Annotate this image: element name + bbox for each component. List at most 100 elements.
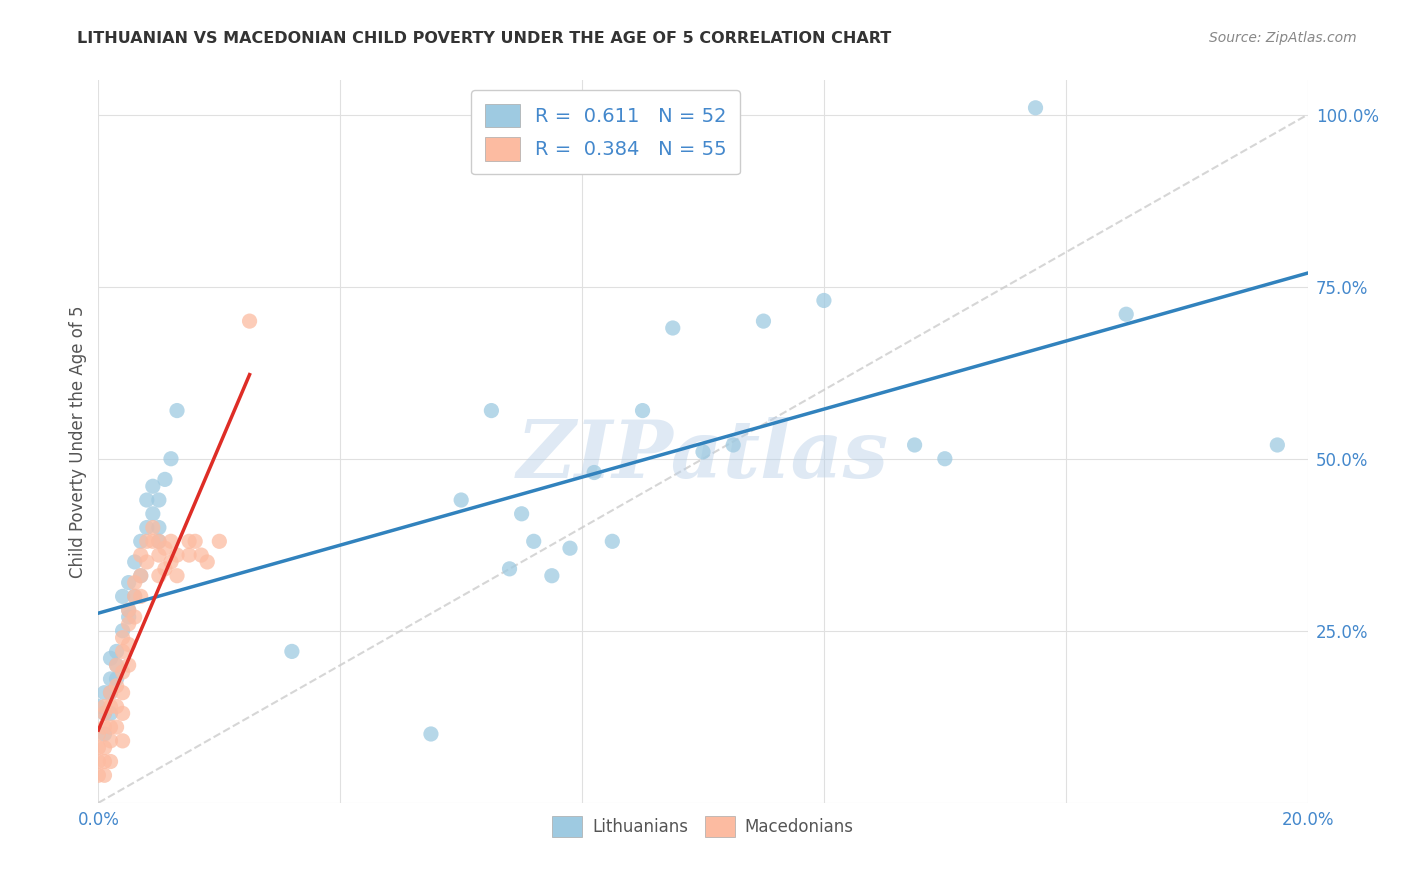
Point (179, 548, 201, 562)
Point (160, 534, 183, 549)
Point (752, 314, 775, 328)
Point (281, 644, 304, 658)
Point (195, 555, 218, 569)
Point (129, 548, 152, 562)
Text: Source: ZipAtlas.com: Source: ZipAtlas.com (1209, 31, 1357, 45)
Point (1115, 307, 1137, 321)
Point (190, 548, 212, 562)
Point (160, 451, 183, 466)
Point (129, 534, 152, 549)
Point (166, 403, 188, 417)
Point (111, 734, 134, 748)
Point (105, 644, 128, 658)
Point (934, 451, 956, 466)
Point (420, 727, 443, 741)
Point (1267, 438, 1289, 452)
Point (142, 520, 165, 534)
Point (540, 568, 562, 582)
Point (100, 755, 122, 769)
Point (100, 672, 122, 686)
Point (142, 479, 165, 493)
Point (148, 568, 170, 582)
Point (105, 658, 128, 673)
Point (105, 699, 128, 714)
Legend: Lithuanians, Macedonians: Lithuanians, Macedonians (544, 808, 862, 845)
Point (135, 520, 157, 534)
Point (142, 534, 165, 549)
Text: LITHUANIAN VS MACEDONIAN CHILD POVERTY UNDER THE AGE OF 5 CORRELATION CHART: LITHUANIAN VS MACEDONIAN CHILD POVERTY U… (77, 31, 891, 46)
Point (100, 706, 122, 721)
Point (208, 534, 231, 549)
Point (450, 493, 472, 508)
Point (166, 568, 188, 582)
Point (87, 727, 110, 741)
Point (124, 610, 146, 624)
Point (602, 534, 624, 549)
Point (148, 548, 170, 562)
Point (93, 727, 115, 741)
Point (148, 534, 170, 549)
Point (100, 734, 122, 748)
Point (100, 686, 122, 700)
Point (583, 466, 606, 480)
Point (93, 755, 115, 769)
Point (166, 548, 188, 562)
Point (523, 534, 546, 549)
Point (93, 706, 115, 721)
Point (118, 575, 141, 590)
Point (135, 534, 157, 549)
Point (124, 590, 146, 604)
Point (481, 403, 503, 417)
Point (118, 658, 141, 673)
Point (100, 651, 122, 665)
Y-axis label: Child Poverty Under the Age of 5: Child Poverty Under the Age of 5 (69, 305, 87, 578)
Point (87, 740, 110, 755)
Point (93, 699, 115, 714)
Point (184, 534, 207, 549)
Point (148, 520, 170, 534)
Point (100, 686, 122, 700)
Point (129, 590, 152, 604)
Point (93, 740, 115, 755)
Point (129, 568, 152, 582)
Point (124, 590, 146, 604)
Point (111, 644, 134, 658)
Point (558, 541, 581, 556)
Point (179, 534, 201, 549)
Point (105, 658, 128, 673)
Point (105, 679, 128, 693)
Point (118, 603, 141, 617)
Point (87, 755, 110, 769)
Point (135, 493, 157, 508)
Point (111, 590, 134, 604)
Point (904, 438, 927, 452)
Point (135, 555, 157, 569)
Point (111, 631, 134, 645)
Point (631, 403, 654, 417)
Point (129, 568, 152, 582)
Point (111, 665, 134, 679)
Point (111, 624, 134, 638)
Point (87, 699, 110, 714)
Point (692, 445, 714, 459)
Point (661, 321, 683, 335)
Point (87, 768, 110, 782)
Point (93, 706, 115, 721)
Point (142, 507, 165, 521)
Point (148, 534, 170, 549)
Point (153, 562, 176, 576)
Point (124, 555, 146, 569)
Point (118, 616, 141, 631)
Point (93, 720, 115, 734)
Point (118, 638, 141, 652)
Point (93, 686, 115, 700)
Point (148, 493, 170, 508)
Point (118, 610, 141, 624)
Point (510, 507, 533, 521)
Point (111, 686, 134, 700)
Point (111, 706, 134, 721)
Point (723, 438, 745, 452)
Point (93, 768, 115, 782)
Point (239, 314, 262, 328)
Point (498, 562, 520, 576)
